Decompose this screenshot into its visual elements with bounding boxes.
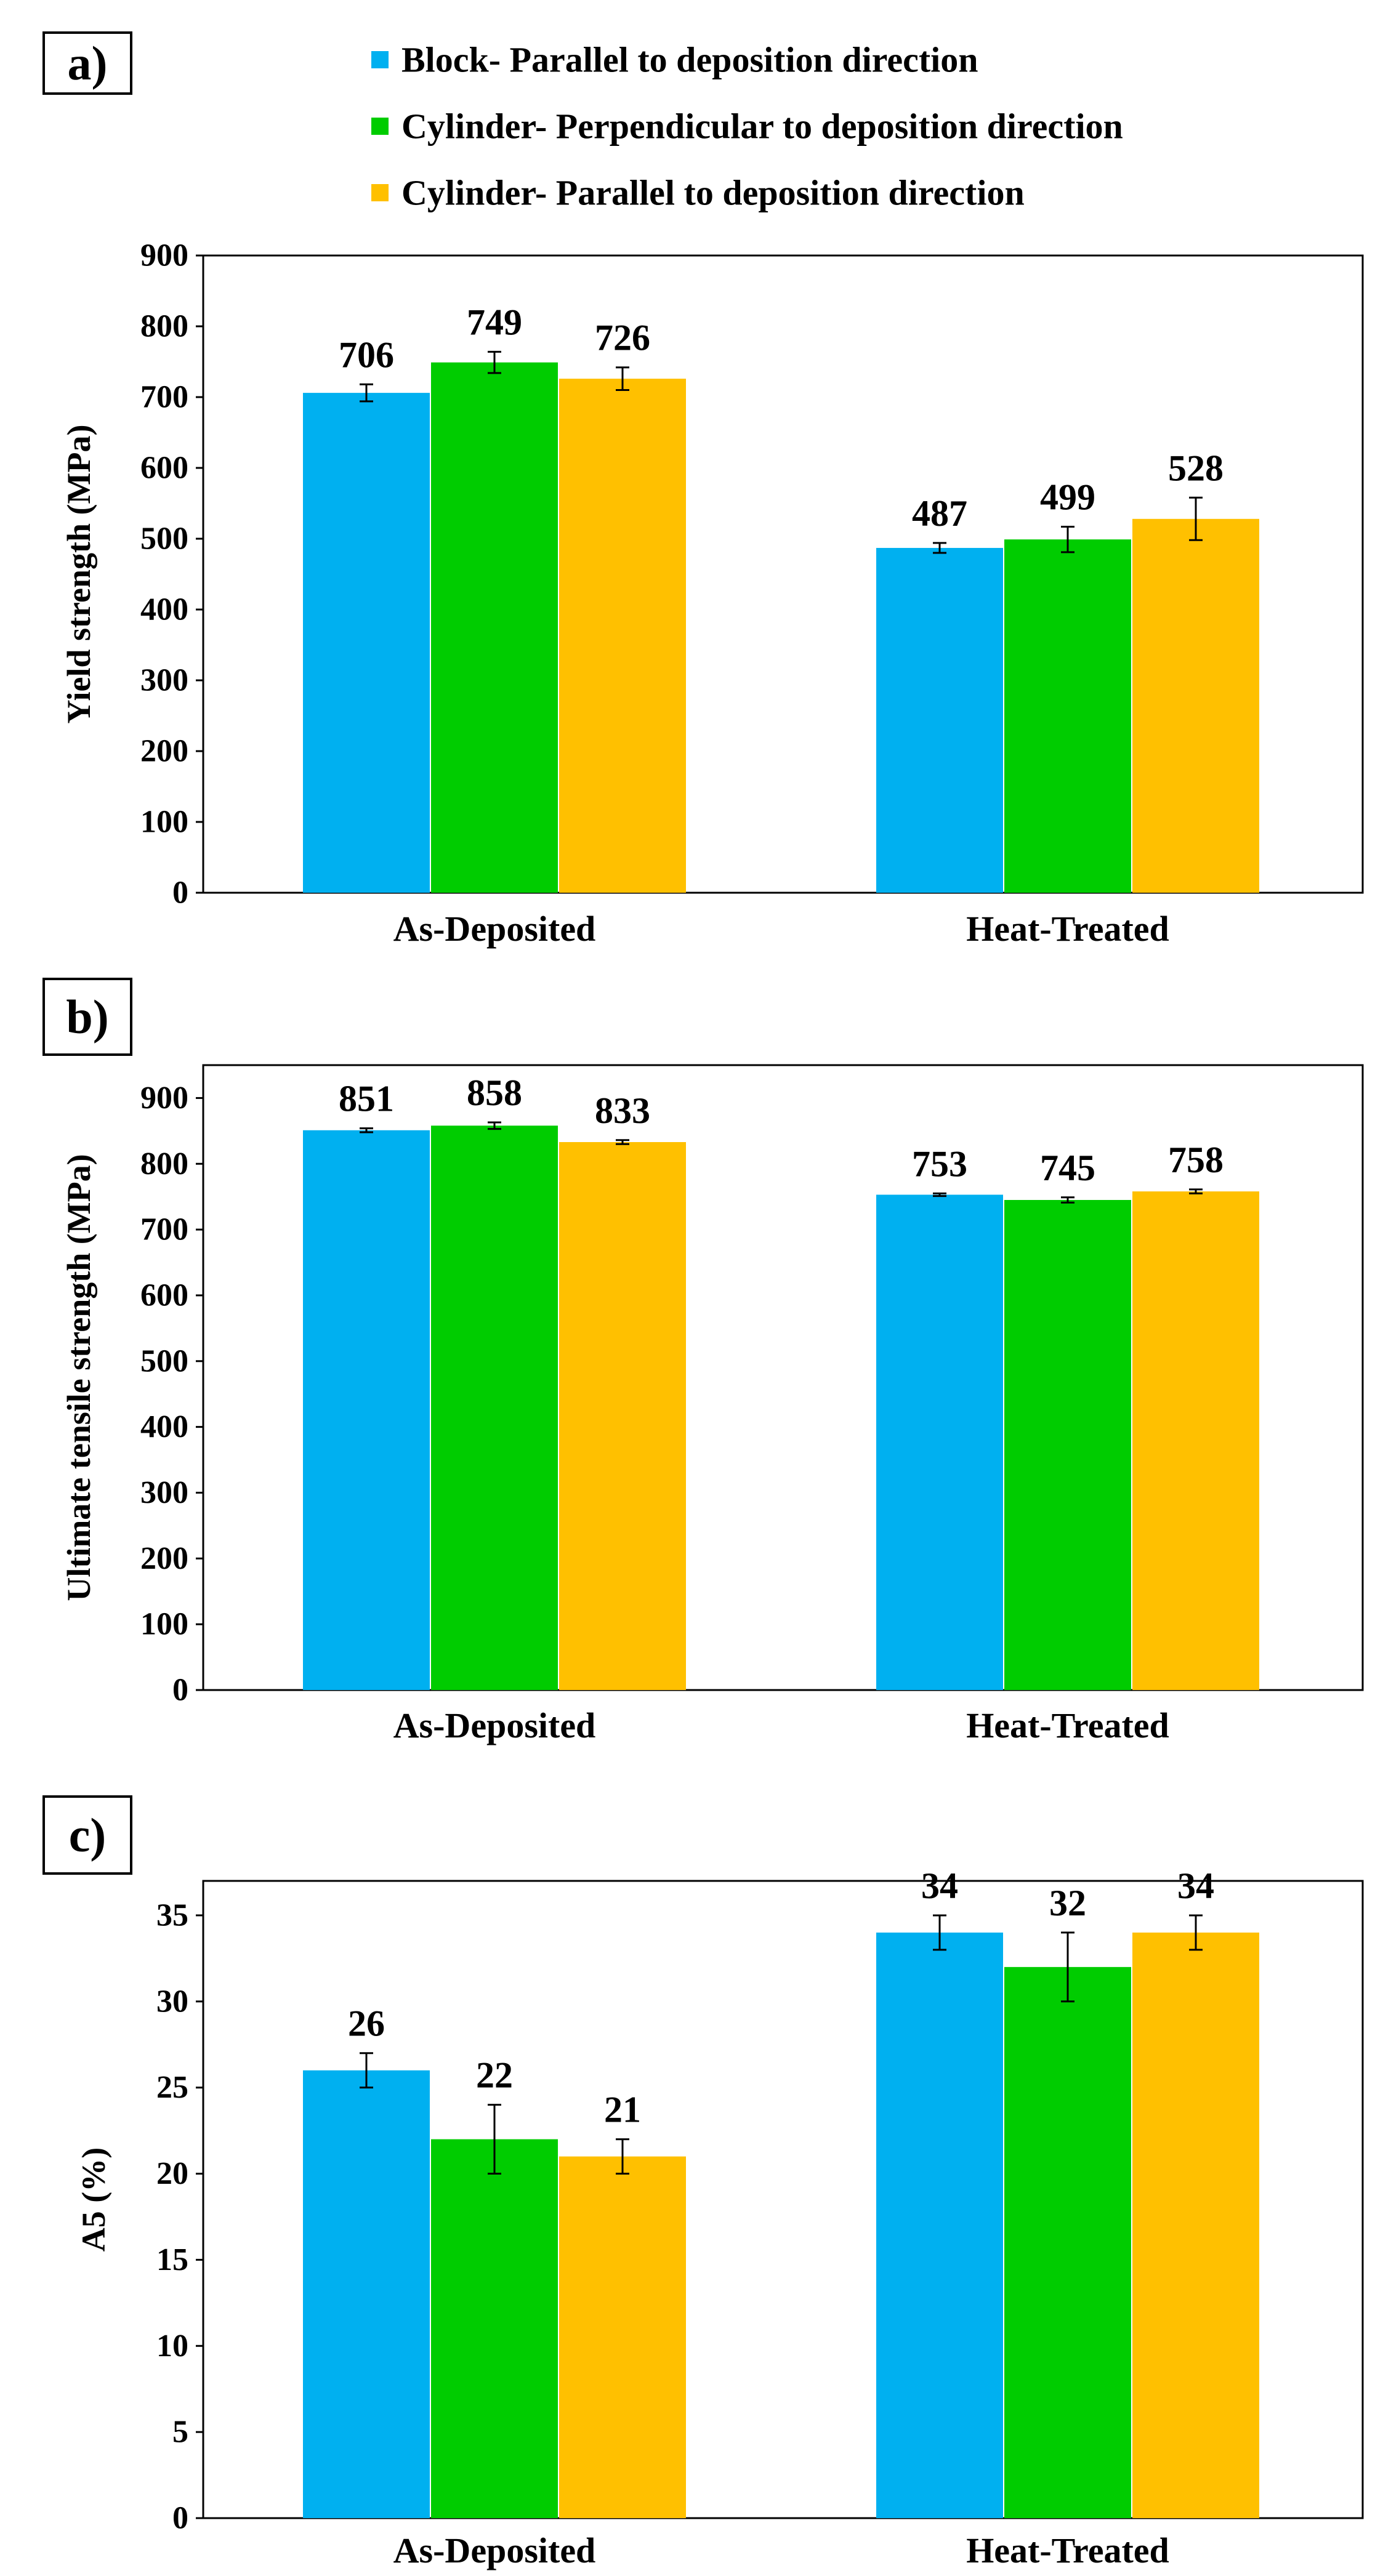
y-tick-label-20: 20 [156,2156,188,2191]
y-tick-label-400: 400 [140,1409,188,1444]
bar-heat-treated-series-1 [876,1194,1003,1690]
y-tick-label-200: 200 [140,734,188,769]
legend-swatch-3 [371,184,389,201]
y-tick-label-300: 300 [140,1475,188,1510]
y-tick-label-700: 700 [140,1212,188,1247]
y-tick-label-30: 30 [156,1984,188,2019]
legend-swatch-1 [371,51,389,68]
data-label-heat-treated-series-2: 499 [1040,477,1095,517]
data-label-as-deposited-series-3: 21 [604,2090,641,2130]
y-tick-label-15: 15 [156,2242,188,2277]
data-label-as-deposited-series-1: 851 [339,1079,394,1119]
y-tick-label-25: 25 [156,2070,188,2105]
bar-as-deposited-series-3 [559,2156,686,2518]
panel-label: c) [69,1808,107,1862]
panel-label-box [42,31,132,95]
bar-heat-treated-series-3 [1132,518,1259,893]
data-label-as-deposited-series-1: 706 [339,334,394,375]
y-tick-label-100: 100 [140,805,188,840]
y-tick-label-800: 800 [140,309,188,344]
bar-heat-treated-series-2 [1004,1966,1131,2518]
legend-swatch-2 [371,118,389,135]
panel-label-box [42,978,132,1056]
y-tick-label-900: 900 [140,238,188,273]
data-label-as-deposited-series-3: 833 [595,1090,650,1131]
bar-as-deposited-series-1 [303,1130,430,1690]
plot-frame [202,1880,1364,2519]
bar-as-deposited-series-1 [303,393,430,893]
legend: Block- Parallel to deposition direction C… [371,40,1123,213]
y-tick-label-300: 300 [140,663,188,698]
bar-as-deposited-series-2 [431,1125,558,1690]
panel-label: a) [68,36,108,90]
y-tick-label-500: 500 [140,1343,188,1379]
y-tick-label-5: 5 [172,2415,188,2450]
y-tick-label-500: 500 [140,521,188,557]
data-label-as-deposited-series-2: 858 [467,1073,522,1113]
bar-as-deposited-series-2 [431,362,558,893]
category-label-as-deposited: As-Deposited [393,909,596,949]
bar-heat-treated-series-3 [1132,1191,1259,1690]
bar-heat-treated-series-2 [1004,1200,1131,1690]
bar-as-deposited-series-2 [431,2139,558,2518]
panel-elongation-a5: c) 0 5 10 15 20 25 30 35 A5 (%) 26 22 21 As-Deposited… [42,1795,1364,2570]
data-label-heat-treated-series-1: 753 [912,1143,967,1184]
y-tick-label-900: 900 [140,1081,188,1116]
data-label-heat-treated-series-2: 32 [1049,1883,1086,1923]
data-label-heat-treated-series-1: 487 [912,493,967,534]
plot-frame [202,1064,1364,1691]
bar-heat-treated-series-1 [876,1932,1003,2518]
panel-ultimate-tensile-strength: b) 0 100 200 300 400 500 600 700 800 900 Ultimate t… [42,978,1364,1745]
data-label-as-deposited-series-1: 26 [348,2003,385,2044]
bar-heat-treated-series-2 [1004,539,1131,893]
category-label-as-deposited: As-Deposited [393,2530,596,2570]
y-tick-label-700: 700 [140,380,188,415]
data-label-heat-treated-series-3: 528 [1168,448,1224,488]
legend-entry-1: Block- Parallel to deposition direction [401,40,978,80]
data-label-heat-treated-series-3: 34 [1177,1866,1214,1906]
y-tick-label-10: 10 [156,2328,188,2364]
legend-entry-2: Cylinder- Perpendicular to deposition di… [401,107,1123,147]
panel-yield-strength: a) 0 100 200 300 400 500 600 700 800 900 Yield stre… [42,31,1364,949]
data-label-as-deposited-series-2: 749 [467,302,522,342]
y-tick-label-400: 400 [140,592,188,627]
y-axis-label: Ultimate tensile strength (MPa) [60,1154,97,1601]
data-label-as-deposited-series-3: 726 [595,318,650,358]
y-tick-label-600: 600 [140,451,188,486]
category-label-heat-treated: Heat-Treated [966,2530,1169,2570]
data-label-heat-treated-series-3: 758 [1168,1140,1224,1180]
y-tick-label-100: 100 [140,1607,188,1642]
data-label-heat-treated-series-2: 745 [1040,1148,1095,1188]
y-axis-label: A5 (%) [75,2147,112,2252]
y-tick-label-35: 35 [156,1898,188,1933]
plot-frame [202,254,1364,894]
category-label-heat-treated: Heat-Treated [966,909,1169,949]
bar-as-deposited-series-3 [559,379,686,893]
y-tick-label-0: 0 [172,1673,188,1708]
y-tick-label-600: 600 [140,1278,188,1313]
data-label-as-deposited-series-2: 22 [476,2055,513,2096]
y-tick-label-0: 0 [172,2501,188,2536]
bar-as-deposited-series-3 [559,1142,686,1690]
y-tick-label-200: 200 [140,1541,188,1576]
legend-entry-3: Cylinder- Parallel to deposition directi… [401,173,1025,213]
y-tick-label-800: 800 [140,1146,188,1181]
bar-heat-treated-series-1 [876,547,1003,893]
panel-label: b) [66,990,108,1044]
category-label-as-deposited: As-Deposited [393,1705,596,1745]
y-tick-label-0: 0 [172,875,188,911]
bar-heat-treated-series-3 [1132,1932,1259,2518]
data-label-heat-treated-series-1: 34 [921,1866,958,1906]
category-label-heat-treated: Heat-Treated [966,1705,1169,1745]
bar-as-deposited-series-1 [303,2070,430,2518]
y-axis-label: Yield strength (MPa) [60,425,97,724]
panel-label-box [42,1795,132,1875]
